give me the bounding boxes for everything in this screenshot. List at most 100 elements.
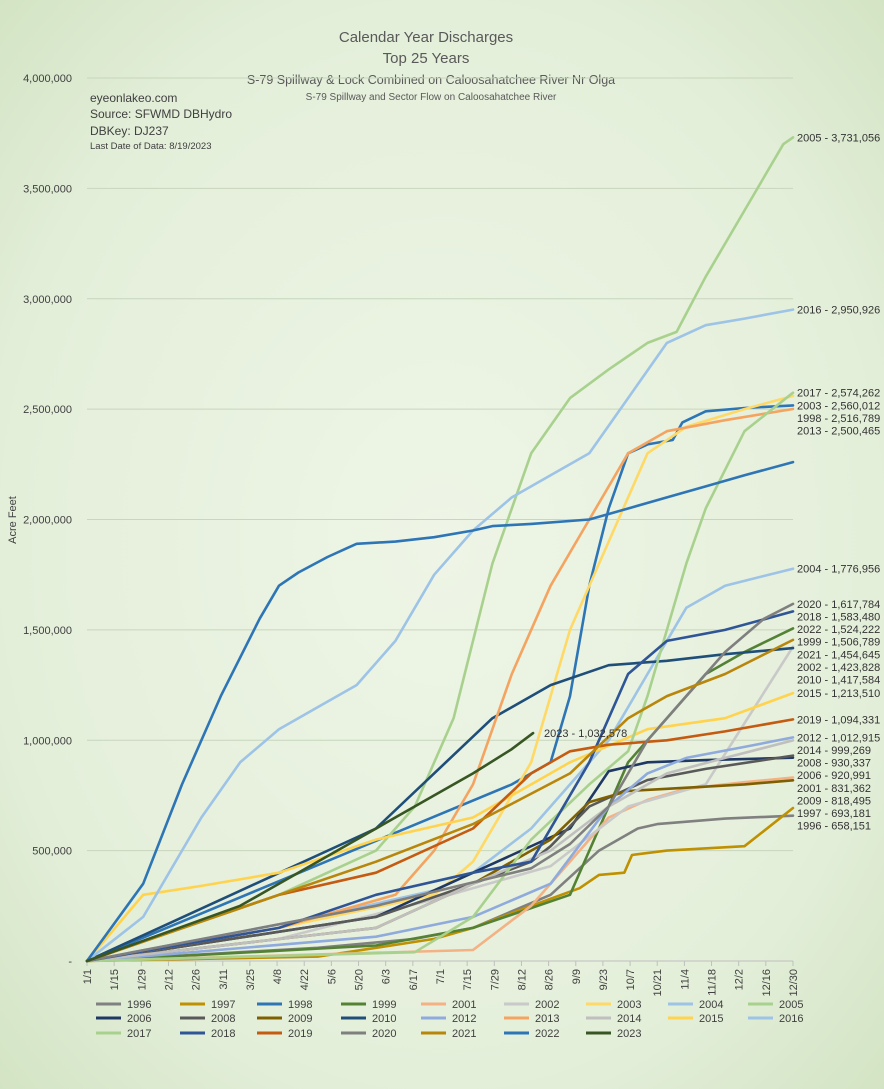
legend-item-2003: 2003 (586, 999, 641, 1011)
y-tick-label: 4,000,000 (23, 73, 72, 85)
y-tick-label: 1,000,000 (23, 735, 72, 747)
end-label: 2002 - 1,423,828 (797, 662, 880, 674)
x-tick-label: 12/2 (734, 969, 746, 990)
series-line-2023 (85, 731, 535, 963)
legend-label: 2017 (127, 1028, 151, 1040)
x-tick-label: 6/3 (381, 969, 393, 984)
legend-label: 2006 (127, 1013, 151, 1025)
legend-label: 2010 (372, 1013, 396, 1025)
legend-item-1999: 1999 (341, 999, 396, 1011)
legend-item-2021: 2021 (421, 1028, 476, 1040)
legend-item-2016: 2016 (748, 1013, 803, 1025)
legend-label: 1999 (372, 999, 396, 1011)
legend-item-2008: 2008 (180, 1013, 235, 1025)
x-tick-label: 7/1 (435, 969, 447, 984)
x-tick-label: 11/4 (679, 969, 691, 990)
y-tick-label: 2,500,000 (23, 404, 72, 416)
x-tick-label: 5/20 (354, 969, 366, 990)
end-labels: 2005 - 3,731,056 2016 - 2,950,926 2017 - 2… (797, 132, 880, 832)
x-tick-label: 3/25 (245, 969, 257, 990)
end-label: 2020 - 1,617,784 (797, 599, 880, 611)
end-label: 1996 - 658,151 (797, 821, 871, 833)
series-line-2003 (85, 394, 795, 963)
legend-label: 2023 (617, 1028, 641, 1040)
end-label: 2018 - 1,583,480 (797, 611, 880, 623)
legend-item-2006: 2006 (96, 1013, 151, 1025)
y-tick-label: - (68, 956, 72, 968)
legend-item-2004: 2004 (668, 999, 723, 1011)
legend-label: 2020 (372, 1028, 396, 1040)
series-line-2015 (85, 691, 795, 963)
x-tick-label: 10/7 (625, 969, 637, 990)
legend-label: 2008 (211, 1013, 235, 1025)
legend-label: 1997 (211, 999, 235, 1011)
series-line-2017 (85, 391, 795, 963)
x-tick-label: 1/15 (109, 969, 121, 990)
legend: 1996 1997 1998 1999 2001 2002 2003 2004 2005 2006… (96, 999, 803, 1040)
end-label: 2016 - 2,950,926 (797, 305, 880, 317)
legend-item-2019: 2019 (257, 1028, 312, 1040)
x-tick-label: 11/18 (707, 969, 719, 996)
legend-item-2002: 2002 (504, 999, 559, 1011)
legend-label: 2019 (288, 1028, 312, 1040)
x-tick-label: 7/15 (462, 969, 474, 990)
end-label: 2012 - 1,012,915 (797, 732, 880, 744)
x-tick-label: 7/29 (489, 969, 501, 990)
end-label: 1999 - 1,506,789 (797, 637, 880, 649)
info-last-date: Last Date of Data: 8/19/2023 (90, 141, 211, 152)
legend-label: 2012 (452, 1013, 476, 1025)
end-label: 2008 - 930,337 (797, 758, 871, 770)
end-label: 2010 - 1,417,584 (797, 674, 880, 686)
series-line-2022 (85, 460, 795, 963)
legend-item-2013: 2013 (504, 1013, 559, 1025)
end-label: 2005 - 3,731,056 (797, 132, 880, 144)
legend-label: 2003 (617, 999, 641, 1011)
legend-label: 1996 (127, 999, 151, 1011)
legend-label: 2013 (535, 1013, 559, 1025)
x-tick-label: 5/6 (326, 969, 338, 984)
end-label: 2013 - 2,500,465 (797, 426, 880, 438)
end-label: 2004 - 1,776,956 (797, 564, 880, 576)
info-source: Source: SFWMD DBHydro (90, 107, 232, 121)
series-line-2010 (85, 646, 795, 963)
x-tick-label: 1/1 (82, 969, 94, 984)
end-label: 2003 - 2,560,012 (797, 400, 880, 412)
x-tick-label: 1/29 (136, 969, 148, 990)
series-line-2014 (85, 739, 795, 963)
legend-item-2001: 2001 (421, 999, 476, 1011)
legend-item-1996: 1996 (96, 999, 151, 1011)
chart-subtitle-3: S-79 Spillway and Sector Flow on Caloosa… (306, 92, 557, 103)
y-tick-label: 3,000,000 (23, 294, 72, 306)
end-label: 2014 - 999,269 (797, 745, 871, 757)
x-tick-label: 12/16 (761, 969, 773, 997)
series-lines (85, 136, 795, 963)
legend-label: 2015 (699, 1013, 723, 1025)
y-axis-ticks: - 500,000 1,000,000 1,500,000 2,000,000 2,500… (23, 73, 72, 968)
legend-label: 2009 (288, 1013, 312, 1025)
series-line-2020 (85, 602, 795, 963)
x-tick-label: 3/11 (218, 969, 230, 990)
legend-item-2020: 2020 (341, 1028, 396, 1040)
end-label: 1997 - 693,181 (797, 808, 871, 820)
series-line-2016 (85, 308, 795, 963)
legend-label: 2005 (779, 999, 803, 1011)
end-label: 2021 - 1,454,645 (797, 649, 880, 661)
series-line-2004 (85, 567, 795, 963)
chart-title: Calendar Year Discharges (339, 29, 513, 46)
end-label: 2006 - 920,991 (797, 770, 871, 782)
x-tick-label: 4/8 (272, 969, 284, 984)
chart-subtitle-2: S-79 Spillway & Lock Combined on Caloosa… (247, 73, 615, 87)
x-axis-ticks: 1/1 1/15 1/29 2/12 2/26 3/11 3/25 4/8 4/22 5/6 5/2… (82, 961, 800, 997)
legend-item-2012: 2012 (421, 1013, 476, 1025)
legend-label: 2001 (452, 999, 476, 1011)
info-website: eyeonlakeo.com (90, 91, 177, 105)
legend-item-2005: 2005 (748, 999, 803, 1011)
legend-label: 2014 (617, 1013, 641, 1025)
legend-label: 2016 (779, 1013, 803, 1025)
x-tick-label: 8/26 (544, 969, 556, 990)
y-tick-label: 1,500,000 (23, 625, 72, 637)
legend-item-2018: 2018 (180, 1028, 235, 1040)
x-tick-label: 4/22 (299, 969, 311, 990)
legend-label: 2022 (535, 1028, 559, 1040)
x-tick-label: 9/23 (598, 969, 610, 990)
